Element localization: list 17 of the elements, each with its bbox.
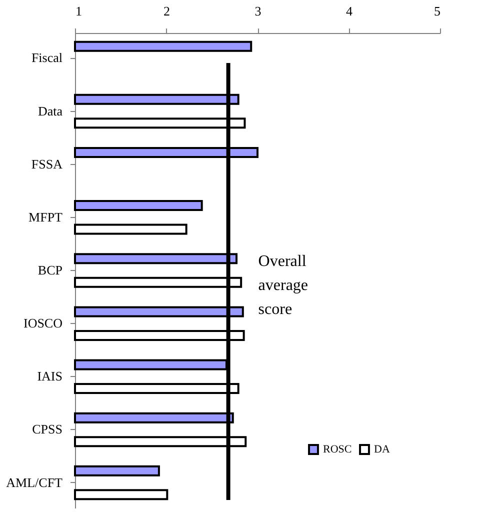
legend-label: ROSC bbox=[323, 444, 352, 456]
y-tick-label: FSSA bbox=[31, 156, 64, 172]
y-tick-label: IAIS bbox=[37, 368, 62, 384]
y-tick-label: Data bbox=[38, 103, 63, 118]
x-tick-label: 1 bbox=[76, 4, 82, 18]
x-tick-label: 3 bbox=[254, 4, 262, 18]
y-tick-label: CPSS bbox=[32, 422, 62, 437]
x-tick-label: 4 bbox=[346, 4, 353, 18]
y-tick-label: IOSCO bbox=[23, 316, 62, 331]
y-tick-label: AML/CFT bbox=[6, 474, 63, 490]
ref-line-label: Overall average score bbox=[258, 253, 308, 318]
x-tick-label: 5 bbox=[434, 4, 440, 18]
y-tick-label: Fiscal bbox=[31, 50, 63, 66]
legend-label: DA bbox=[374, 444, 390, 456]
y-tick-label: BCP bbox=[38, 262, 62, 278]
y-tick-label: MFPT bbox=[28, 209, 63, 224]
x-tick-label: 2 bbox=[164, 4, 170, 18]
